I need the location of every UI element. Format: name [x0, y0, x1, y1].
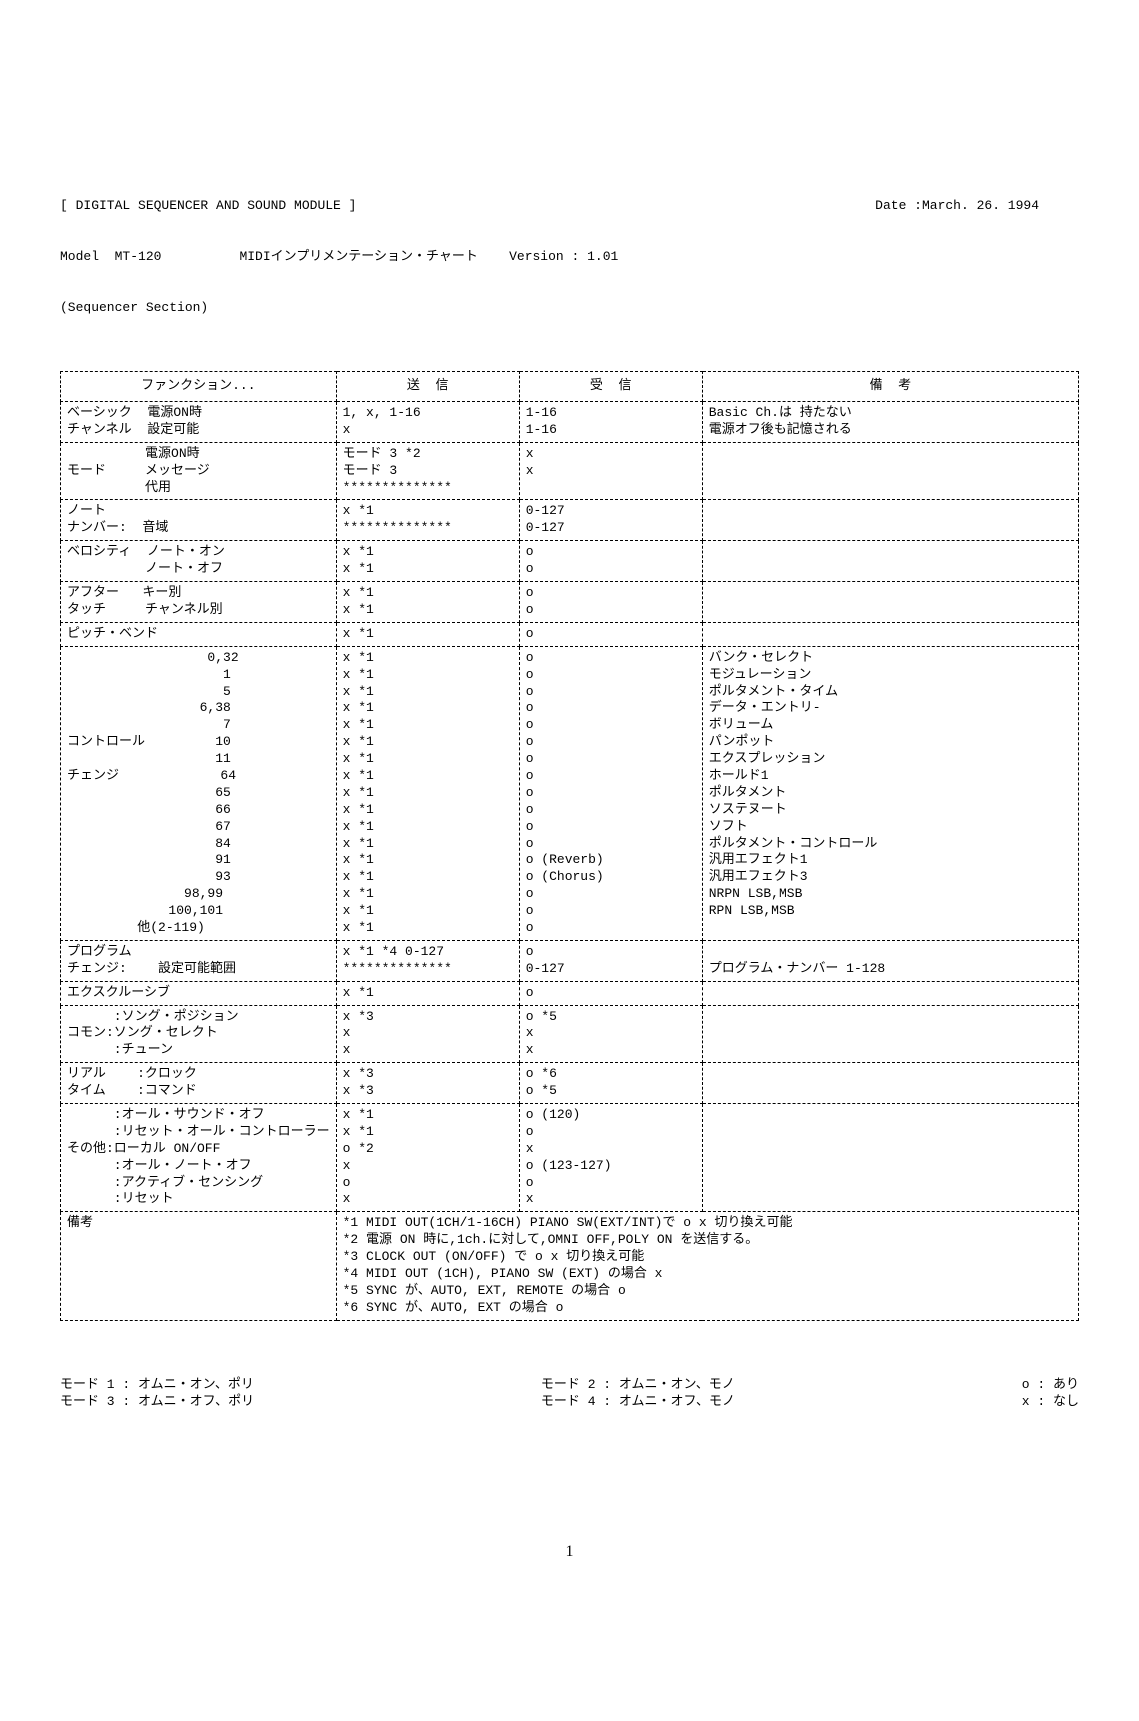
cell-rem [702, 1005, 1078, 1063]
version-label: Version : 1.01 [509, 249, 618, 266]
cell-rx: o 0-127 [519, 940, 702, 981]
page-number: 1 [60, 1542, 1079, 1563]
row-program-change: プログラム チェンジ: 設定可能範囲 x *1 *4 0-127 *******… [61, 940, 1079, 981]
row-common: :ソング・ポジション コモン:ソング・セレクト :チューン x *3 x x o… [61, 1005, 1079, 1063]
row-velocity: ベロシティ ノート・オン ノート・オフ x *1 x *1 o o [61, 541, 1079, 582]
cell-tx: x *1 [336, 622, 519, 646]
row-aftertouch: アフター キー別 タッチ チャンネル別 x *1 x *1 o o [61, 582, 1079, 623]
cell-func: プログラム チェンジ: 設定可能範囲 [61, 940, 337, 981]
chart-title: MIDIインプリメンテーション・チャート [239, 249, 477, 266]
cell-notes-body: *1 MIDI OUT(1CH/1-16CH) PIANO SW(EXT/INT… [336, 1212, 1078, 1320]
cell-rem [702, 442, 1078, 500]
cell-rx: o *6 o *5 [519, 1063, 702, 1104]
footer-col-left: モード 1 : オムニ・オン、ポリ モード 3 : オムニ・オフ、ポリ [60, 1377, 254, 1411]
cell-rx: o *5 x x [519, 1005, 702, 1063]
row-other: :オール・サウンド・オフ :リセット・オール・コントローラー その他:ローカル … [61, 1103, 1079, 1211]
cell-tx: 1, x, 1-16 x [336, 402, 519, 443]
mode2: モード 2 : オムニ・オン、モノ [541, 1377, 735, 1392]
cell-tx: x *1 x *1 [336, 582, 519, 623]
cell-rx: o o [519, 582, 702, 623]
section-label: (Sequencer Section) [60, 300, 1079, 317]
cell-rem [702, 622, 1078, 646]
footer-col-mid: モード 2 : オムニ・オン、モノ モード 4 : オムニ・オフ、モノ [541, 1377, 735, 1411]
header-row-2: Model MT-120 MIDIインプリメンテーション・チャート Versio… [60, 249, 1079, 266]
cell-rem [702, 500, 1078, 541]
midi-implementation-table: ファンクション... 送 信 受 信 備 考 ベーシック 電源ON時 チャンネル… [60, 371, 1079, 1321]
cell-rem: Basic Ch.は 持たない 電源オフ後も記憶される [702, 402, 1078, 443]
model-label: Model MT-120 [60, 249, 161, 266]
cell-func: ノート ナンバー: 音域 [61, 500, 337, 541]
row-exclusive: エクスクルーシブ x *1 o [61, 981, 1079, 1005]
cell-rx: o [519, 622, 702, 646]
cell-rem [702, 1103, 1078, 1211]
row-notes: 備考 *1 MIDI OUT(1CH/1-16CH) PIANO SW(EXT/… [61, 1212, 1079, 1320]
cell-func: :オール・サウンド・オフ :リセット・オール・コントローラー その他:ローカル … [61, 1103, 337, 1211]
col-header-remarks: 備 考 [702, 372, 1078, 402]
cell-rem [702, 1063, 1078, 1104]
footer-col-right: o : あり x : なし [1022, 1377, 1079, 1411]
cell-tx: x *1 [336, 981, 519, 1005]
cell-tx: x *1 x *1 [336, 541, 519, 582]
cell-func: 0,32 1 5 6,38 7 コントロール 10 11 チェンジ 64 65 … [61, 646, 337, 940]
cell-func: ベーシック 電源ON時 チャンネル 設定可能 [61, 402, 337, 443]
cell-func: ピッチ・ベンド [61, 622, 337, 646]
cell-rem [702, 541, 1078, 582]
row-mode: 電源ON時 モード メッセージ 代用 モード 3 *2 モード 3 ******… [61, 442, 1079, 500]
cell-func: エクスクルーシブ [61, 981, 337, 1005]
row-realtime: リアル :クロック タイム :コマンド x *3 x *3 o *6 o *5 [61, 1063, 1079, 1104]
mode1: モード 1 : オムニ・オン、ポリ [60, 1377, 254, 1392]
cell-rx: o o [519, 541, 702, 582]
cell-rem [702, 981, 1078, 1005]
cell-rem: バンク・セレクト モジュレーション ポルタメント・タイム データ・エントリ- ボ… [702, 646, 1078, 940]
cell-tx: モード 3 *2 モード 3 ************** [336, 442, 519, 500]
row-pitch-bend: ピッチ・ベンド x *1 o [61, 622, 1079, 646]
cell-func: ベロシティ ノート・オン ノート・オフ [61, 541, 337, 582]
col-header-function: ファンクション... [61, 372, 337, 402]
legend-x: x : なし [1022, 1394, 1079, 1409]
cell-notes-label: 備考 [61, 1212, 337, 1320]
col-header-transmit: 送 信 [336, 372, 519, 402]
table-header-row: ファンクション... 送 信 受 信 備 考 [61, 372, 1079, 402]
spacer2 [478, 249, 509, 266]
title-bracket: [ DIGITAL SEQUENCER AND SOUND MODULE ] [60, 198, 356, 215]
cell-tx: x *3 x x [336, 1005, 519, 1063]
date-label: Date :March. 26. 1994 [875, 198, 1079, 215]
row-basic-channel: ベーシック 電源ON時 チャンネル 設定可能 1, x, 1-16 x 1-16… [61, 402, 1079, 443]
midi-chart-page: [ DIGITAL SEQUENCER AND SOUND MODULE ] D… [60, 148, 1079, 1597]
header-row-1: [ DIGITAL SEQUENCER AND SOUND MODULE ] D… [60, 198, 1079, 215]
col-header-receive: 受 信 [519, 372, 702, 402]
cell-func: 電源ON時 モード メッセージ 代用 [61, 442, 337, 500]
mode4: モード 4 : オムニ・オフ、モノ [541, 1394, 735, 1409]
cell-rx: 1-16 1-16 [519, 402, 702, 443]
legend-o: o : あり [1022, 1377, 1079, 1392]
spacer [161, 249, 239, 266]
cell-tx: x *1 x *1 x *1 x *1 x *1 x *1 x *1 x *1 … [336, 646, 519, 940]
cell-func: :ソング・ポジション コモン:ソング・セレクト :チューン [61, 1005, 337, 1063]
cell-tx: x *1 ************** [336, 500, 519, 541]
cell-func: アフター キー別 タッチ チャンネル別 [61, 582, 337, 623]
row-control-change: 0,32 1 5 6,38 7 コントロール 10 11 チェンジ 64 65 … [61, 646, 1079, 940]
cell-rx: x x [519, 442, 702, 500]
cell-rem [702, 582, 1078, 623]
cell-rem: プログラム・ナンバー 1-128 [702, 940, 1078, 981]
cell-rx: o [519, 981, 702, 1005]
footer-mode-legend: モード 1 : オムニ・オン、ポリ モード 3 : オムニ・オフ、ポリ モード … [60, 1377, 1079, 1411]
cell-func: リアル :クロック タイム :コマンド [61, 1063, 337, 1104]
row-note-number: ノート ナンバー: 音域 x *1 ************** 0-127 0… [61, 500, 1079, 541]
cell-tx: x *1 x *1 o *2 x o x [336, 1103, 519, 1211]
mode3: モード 3 : オムニ・オフ、ポリ [60, 1394, 254, 1409]
cell-tx: x *1 *4 0-127 ************** [336, 940, 519, 981]
cell-rx: 0-127 0-127 [519, 500, 702, 541]
cell-rx: o (120) o x o (123-127) o x [519, 1103, 702, 1211]
cell-tx: x *3 x *3 [336, 1063, 519, 1104]
cell-rx: o o o o o o o o o o o o o (Reverb) o (Ch… [519, 646, 702, 940]
